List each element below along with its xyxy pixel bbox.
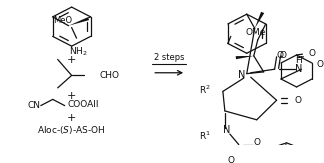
- Text: COOAll: COOAll: [68, 100, 99, 109]
- Text: N: N: [223, 126, 231, 135]
- Text: Aloc-($S$)-AS-OH: Aloc-($S$)-AS-OH: [38, 124, 106, 136]
- Text: R$^2$: R$^2$: [199, 83, 211, 96]
- Text: O: O: [295, 96, 302, 105]
- Text: +: +: [67, 113, 76, 123]
- Polygon shape: [236, 56, 254, 59]
- Text: O: O: [279, 51, 286, 59]
- Text: O: O: [253, 138, 260, 147]
- Text: O: O: [317, 60, 323, 69]
- Text: OMe: OMe: [246, 28, 266, 37]
- Text: O: O: [227, 156, 234, 163]
- Text: N: N: [238, 70, 246, 80]
- Text: MeO: MeO: [53, 16, 73, 25]
- Text: H: H: [295, 56, 302, 65]
- Text: O: O: [308, 49, 316, 58]
- Text: +: +: [67, 55, 76, 65]
- Text: R$^1$: R$^1$: [199, 130, 211, 142]
- Text: 2 steps: 2 steps: [154, 53, 184, 62]
- Polygon shape: [69, 17, 89, 26]
- Text: NH$_2$: NH$_2$: [69, 45, 88, 58]
- Text: CHO: CHO: [99, 71, 120, 80]
- Text: N: N: [295, 64, 302, 74]
- Text: +: +: [67, 91, 76, 101]
- Polygon shape: [255, 12, 264, 28]
- Text: CN: CN: [28, 101, 41, 110]
- Text: O: O: [276, 51, 284, 60]
